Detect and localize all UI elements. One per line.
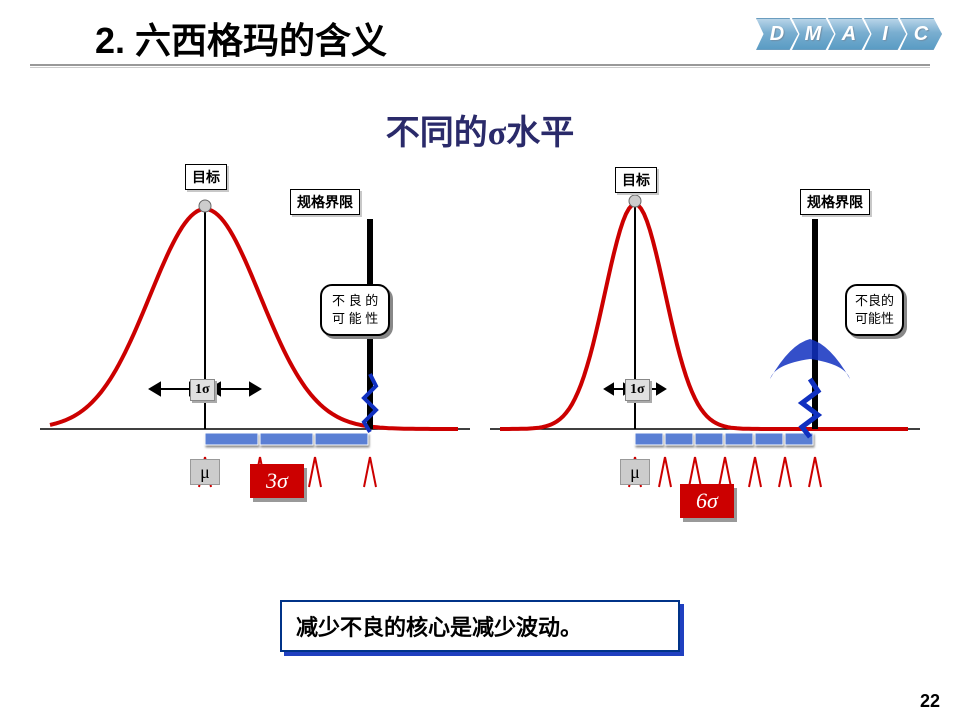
dmaic-c: C xyxy=(900,18,942,50)
page-number: 22 xyxy=(920,691,940,712)
label-target-right: 目标 xyxy=(615,167,657,193)
label-1sigma-left: 1σ xyxy=(190,379,215,401)
charts-row: 目标 规格界限 1σ 不 良 的 可 能 性 μ 3σ xyxy=(0,154,960,544)
label-mu-right: μ xyxy=(620,459,650,485)
label-3sigma: 3σ xyxy=(250,464,304,498)
label-spec-right: 规格界限 xyxy=(800,189,870,215)
label-1sigma-right: 1σ xyxy=(625,379,650,401)
chart-3sigma: 目标 规格界限 1σ 不 良 的 可 能 性 μ 3σ xyxy=(40,164,470,544)
slide-subtitle: 不同的σ水平 xyxy=(0,105,960,154)
title-underline xyxy=(30,64,930,66)
chart-6sigma: 目标 规格界限 1σ 不良的 可能性 μ 6σ xyxy=(490,164,920,544)
label-6sigma: 6σ xyxy=(680,484,734,518)
label-spec-left: 规格界限 xyxy=(290,189,360,215)
balloon-defect-left: 不 良 的 可 能 性 xyxy=(320,284,390,336)
balloon-defect-right: 不良的 可能性 xyxy=(845,284,904,336)
label-target-left: 目标 xyxy=(185,164,227,190)
label-mu-left: μ xyxy=(190,459,220,485)
slide-header: 2. 六西格玛的含义 D M A I C xyxy=(0,0,960,70)
title-underline-2 xyxy=(30,67,930,68)
dmaic-chevrons: D M A I C xyxy=(762,18,942,50)
summary-box: 减少不良的核心是减少波动。 xyxy=(280,600,680,652)
page-title: 2. 六西格玛的含义 xyxy=(95,12,387,64)
